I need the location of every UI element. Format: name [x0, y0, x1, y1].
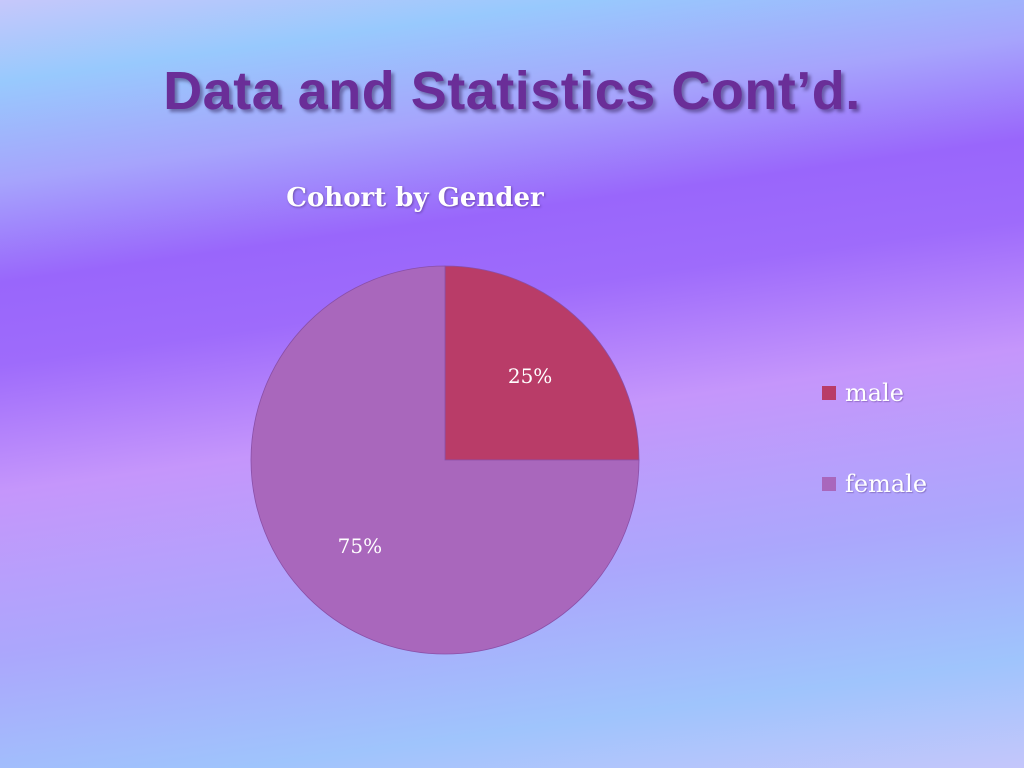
- data-label-male: 25%: [508, 364, 552, 388]
- legend-swatch-female: [822, 477, 836, 491]
- pie-slice-male: [444, 265, 640, 461]
- legend-swatch-male: [822, 386, 836, 400]
- slide-title: Data and Statistics Cont’d.: [163, 61, 861, 121]
- chart-legend: male female: [822, 376, 927, 558]
- legend-item-female: female: [822, 467, 927, 501]
- legend-label-female: female: [845, 470, 928, 498]
- legend-item-male: male: [822, 376, 927, 410]
- legend-label-male: male: [845, 379, 904, 407]
- data-label-female: 75%: [338, 534, 382, 558]
- chart-title: Cohort by Gender: [286, 183, 544, 213]
- pie-slice-female: [250, 265, 640, 655]
